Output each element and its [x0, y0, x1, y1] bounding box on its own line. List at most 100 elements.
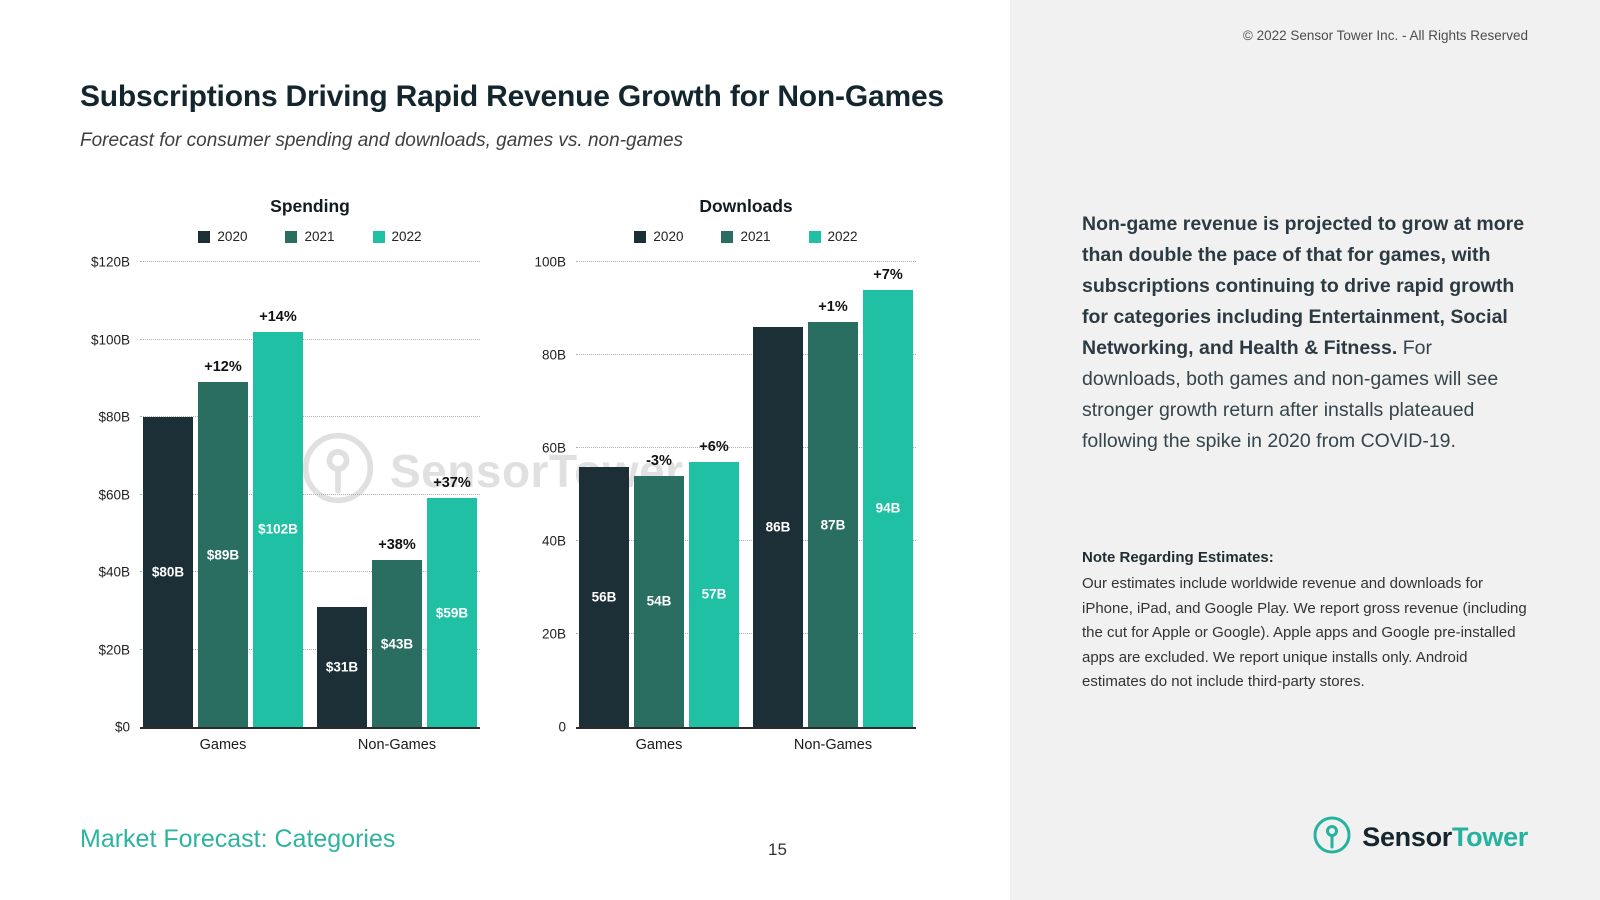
y-tick-label: $0 — [114, 719, 130, 735]
legend-swatch — [285, 230, 298, 243]
insight-text-regular: For downloads, both games and non-games … — [1082, 337, 1499, 452]
gridline — [140, 261, 480, 262]
legend-swatch — [721, 230, 734, 243]
x-axis-category-label: Non-Games — [357, 737, 437, 753]
bar-value-label: 56B — [591, 589, 617, 605]
gridline — [576, 354, 916, 355]
bar-2022-games: $102B +14% — [253, 309, 303, 727]
chart-body: 0 20B 40B 60B 80B 100B 56B 54B -3% 57B +6% 86B 87B +… — [516, 255, 916, 735]
bar-value-label: 54B — [646, 593, 672, 609]
legend-item: 2022 — [808, 229, 858, 244]
bar-group-non-games: 86B 87B +1% 94B +7% — [753, 267, 913, 727]
bar-growth-label: +12% — [204, 359, 242, 376]
charts-row: Spending 2020 2021 2022 $0 $20B $40B $60B $80B… — [80, 196, 1010, 753]
y-tick-label: 20B — [541, 626, 566, 642]
insight-text: Non-game revenue is projected to grow at… — [1082, 209, 1528, 457]
estimates-note: Note Regarding Estimates: Our estimates … — [1082, 549, 1528, 695]
legend-label: 2022 — [391, 229, 422, 244]
legend-swatch — [634, 230, 647, 243]
downloads-chart: Downloads 2020 2021 2022 0 20B 40B 60B 80B 100B… — [516, 196, 916, 753]
legend-label: 2021 — [304, 229, 335, 244]
right-panel: © 2022 Sensor Tower Inc. - All Rights Re… — [1010, 0, 1600, 900]
bar-2020-games: $80B — [143, 417, 193, 727]
gridline — [140, 571, 480, 572]
bar-growth-label: -3% — [646, 452, 672, 469]
sensor-tower-logo-icon — [1312, 815, 1352, 860]
legend-swatch — [372, 230, 385, 243]
legend-swatch — [198, 230, 211, 243]
bar-value-label: $89B — [206, 547, 240, 563]
bar-value-label: 87B — [820, 517, 846, 533]
bar-2021-games: $89B +12% — [198, 359, 248, 727]
y-tick-label: 40B — [541, 533, 566, 549]
sensor-tower-logo: SensorTower — [1312, 815, 1528, 860]
section-label: Market Forecast: Categories — [80, 825, 396, 853]
legend-label: 2020 — [653, 229, 684, 244]
y-axis: 0 20B 40B 60B 80B 100B — [516, 255, 576, 735]
x-axis-category-label: Games — [199, 737, 247, 753]
note-body: Our estimates include worldwide revenue … — [1082, 575, 1527, 690]
x-axis-labels: Games Non-Games — [140, 737, 480, 753]
gridline — [140, 338, 480, 340]
x-axis-category-label: Games — [635, 737, 683, 753]
y-tick-label: $40B — [98, 564, 130, 580]
spending-chart: Spending 2020 2021 2022 $0 $20B $40B $60B $80B… — [80, 196, 480, 753]
page-number: 15 — [768, 840, 787, 859]
copyright-notice: © 2022 Sensor Tower Inc. - All Rights Re… — [1242, 28, 1528, 43]
bar-2022-games: 57B +6% — [689, 439, 739, 727]
chart-title: Spending — [270, 196, 350, 216]
gridline — [140, 493, 480, 495]
gridline — [576, 540, 916, 541]
bar-group-non-games: $31B $43B +38% $59B +37% — [317, 475, 477, 727]
bar-value-label: $59B — [435, 605, 469, 621]
legend-item: 2020 — [198, 229, 247, 244]
chart-legend: 2020 2021 2022 — [140, 229, 480, 244]
bar-2022-non-games: 94B +7% — [863, 267, 913, 727]
y-tick-label: 80B — [541, 347, 566, 363]
plot-area: 56B 54B -3% 57B +6% 86B 87B +1% 94B +7% — [576, 261, 916, 729]
bar-value-label: 86B — [765, 519, 791, 535]
y-tick-label: $80B — [98, 409, 130, 425]
bar-2021-non-games: $43B +38% — [372, 537, 422, 727]
bar-value-label: 57B — [701, 586, 727, 602]
chart-legend: 2020 2021 2022 — [576, 229, 916, 244]
gridline — [576, 633, 916, 634]
bar-growth-label: +6% — [699, 438, 729, 455]
bar-2020-non-games: 86B — [753, 327, 803, 727]
chart-body: $0 $20B $40B $60B $80B $100B $120B $80B $89B +12… — [80, 255, 480, 735]
main-content: Subscriptions Driving Rapid Revenue Grow… — [80, 80, 1010, 859]
x-axis-labels: Games Non-Games — [576, 737, 916, 753]
legend-item: 2022 — [372, 229, 422, 244]
bar-groups: 56B 54B -3% 57B +6% 86B 87B +1% 94B +7% — [576, 264, 916, 727]
y-tick-label: $100B — [90, 332, 130, 347]
bar-value-label: $31B — [325, 659, 359, 675]
gridline — [576, 447, 916, 448]
bar-growth-label: +37% — [433, 475, 471, 492]
page-subtitle: Forecast for consumer spending and downl… — [80, 130, 684, 151]
y-tick-label: $60B — [98, 487, 130, 502]
sensor-tower-logo-text: SensorTower — [1362, 822, 1528, 852]
insight-text-bold: Non-game revenue is projected to grow at… — [1082, 213, 1525, 359]
bar-value-label: $102B — [258, 521, 298, 537]
bar-2022-non-games: $59B +37% — [427, 475, 477, 727]
y-tick-label: $20B — [98, 642, 130, 657]
x-axis-category-label: Non-Games — [793, 737, 873, 753]
bar-growth-label: +14% — [259, 308, 297, 325]
y-tick-label: 60B — [541, 440, 566, 456]
bar-2021-non-games: 87B +1% — [808, 299, 858, 727]
gridline — [576, 261, 916, 262]
bar-growth-label: +38% — [378, 537, 416, 554]
bar-2020-non-games: $31B — [317, 606, 367, 727]
y-axis: $0 $20B $40B $60B $80B $100B $120B — [80, 255, 140, 735]
watermark-icon — [300, 430, 376, 511]
gridline — [140, 416, 480, 417]
legend-label: 2022 — [827, 229, 858, 244]
bar-growth-label: +7% — [873, 266, 903, 283]
y-tick-label: 100B — [534, 254, 566, 270]
bar-2020-games: 56B — [579, 466, 629, 727]
page-title: Subscriptions Driving Rapid Revenue Grow… — [80, 80, 944, 113]
bar-2021-games: 54B -3% — [634, 453, 684, 727]
note-title: Note Regarding Estimates: — [1082, 549, 1274, 566]
bar-value-label: 94B — [875, 500, 901, 516]
